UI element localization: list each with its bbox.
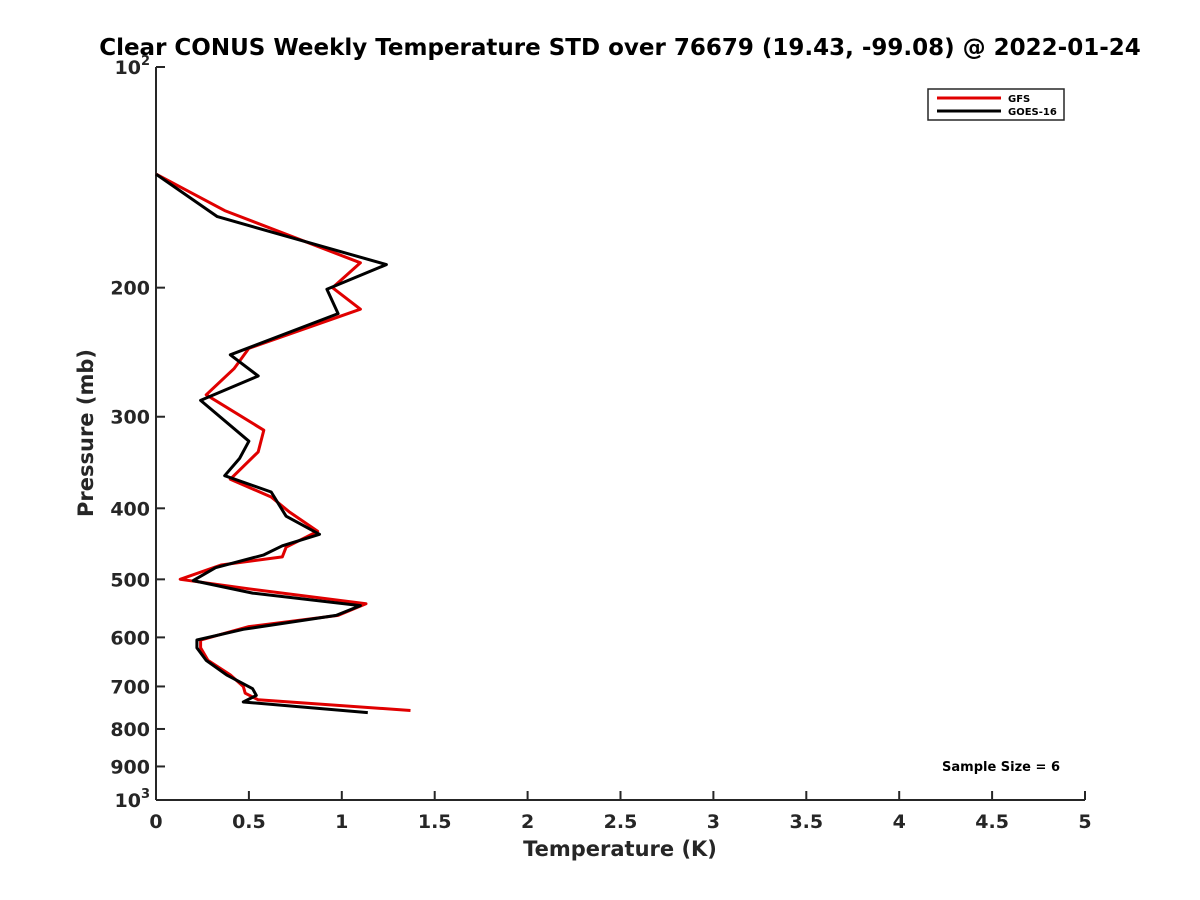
x-tick-label: 1.5 (418, 811, 452, 833)
y-tick-label: 300 (110, 407, 150, 429)
x-tick-label: 3 (707, 811, 720, 833)
y-tick-label: 103 (115, 787, 151, 812)
y-axis-label: Pressure (mb) (74, 349, 98, 517)
y-tick-label: 600 (110, 627, 150, 649)
legend-label: GFS (1008, 94, 1030, 105)
legend-box (927, 88, 1065, 121)
y-tick-label: 700 (110, 676, 150, 698)
x-tick-label: 0 (149, 811, 162, 833)
chart-title: Clear CONUS Weekly Temperature STD over … (99, 35, 1141, 61)
x-tick-label: 0.5 (232, 811, 266, 833)
series-line-gfs (155, 172, 411, 712)
series-line-goes-16 (155, 172, 388, 715)
x-tick-label: 2 (521, 811, 534, 833)
y-tick-label: 900 (110, 756, 150, 778)
y-tick-label: 102 (115, 54, 151, 79)
x-tick-label: 4.5 (975, 811, 1009, 833)
sample-size-annotation: Sample Size = 6 (942, 760, 1060, 775)
x-tick-label: 4 (893, 811, 906, 833)
series-layer (155, 172, 411, 715)
x-tick-label: 2.5 (604, 811, 638, 833)
legend-label: GOES-16 (1008, 107, 1057, 118)
y-tick-label: 400 (110, 498, 150, 520)
x-tick-label: 3.5 (789, 811, 823, 833)
legend: GFS GOES-16 (927, 88, 1065, 121)
x-axis-label: Temperature (K) (523, 837, 717, 861)
y-tick-label: 200 (110, 278, 150, 300)
x-tick-label: 1 (335, 811, 348, 833)
x-tick-label: 5 (1078, 811, 1091, 833)
y-tick-label: 500 (110, 569, 150, 591)
plot-axes: 0 0.5 1 1.5 2 2.5 3 3.5 4 4.5 5 102 200 300 400 500 600 7… (110, 54, 1091, 833)
y-tick-label: 800 (110, 719, 150, 741)
